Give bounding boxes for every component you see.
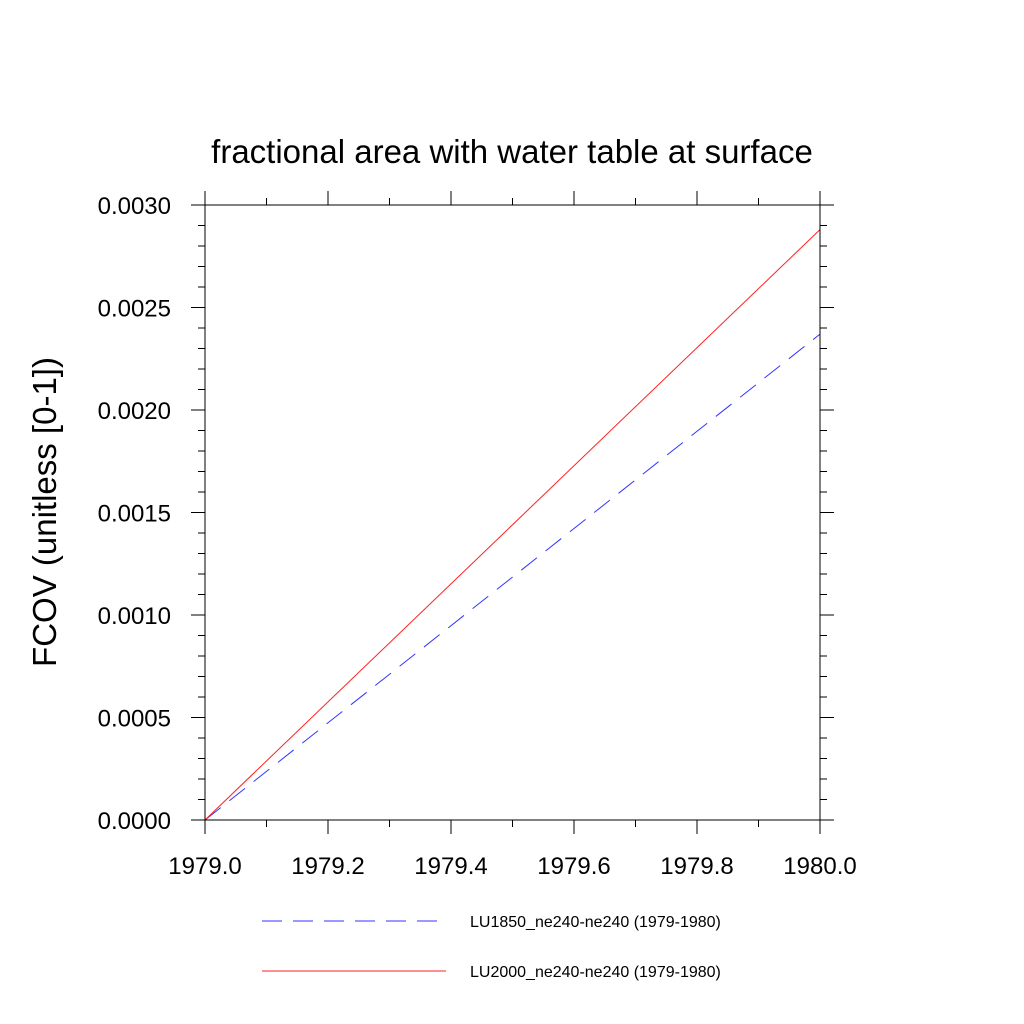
y-tick-label: 0.0005 [98,706,171,733]
x-tick-label: 1979.4 [414,853,487,880]
y-tick-label: 0.0000 [98,808,171,835]
plot-frame [204,204,821,821]
tick-labels: 1979.0 1979.2 1979.4 1979.6 1979.8 1980.0 0.00… [98,193,857,880]
y-axis-label: FCOV (unitless [0-1]) [26,357,63,667]
axis-ticks [191,191,834,834]
legend-label: LU2000_ne240-ne240 (1979-1980) [470,964,721,981]
legend: LU1850_ne240-ne240 (1979-1980) LU2000_ne2… [262,914,721,981]
chart-title: fractional area with water table at surf… [211,133,813,170]
y-tick-label: 0.0025 [98,296,171,323]
legend-label: LU1850_ne240-ne240 (1979-1980) [470,914,721,931]
x-tick-label: 1979.8 [660,853,733,880]
y-tick-label: 0.0010 [98,603,171,630]
y-tick-label: 0.0030 [98,193,171,220]
series-lines [204,229,821,821]
x-tick-label: 1979.0 [168,853,241,880]
x-tick-label: 1979.2 [291,853,364,880]
x-tick-label: 1979.6 [537,853,610,880]
series-line [204,333,821,821]
x-tick-label: 1980.0 [783,853,856,880]
y-tick-label: 0.0015 [98,501,171,528]
series-line [204,229,821,821]
y-tick-label: 0.0020 [98,398,171,425]
